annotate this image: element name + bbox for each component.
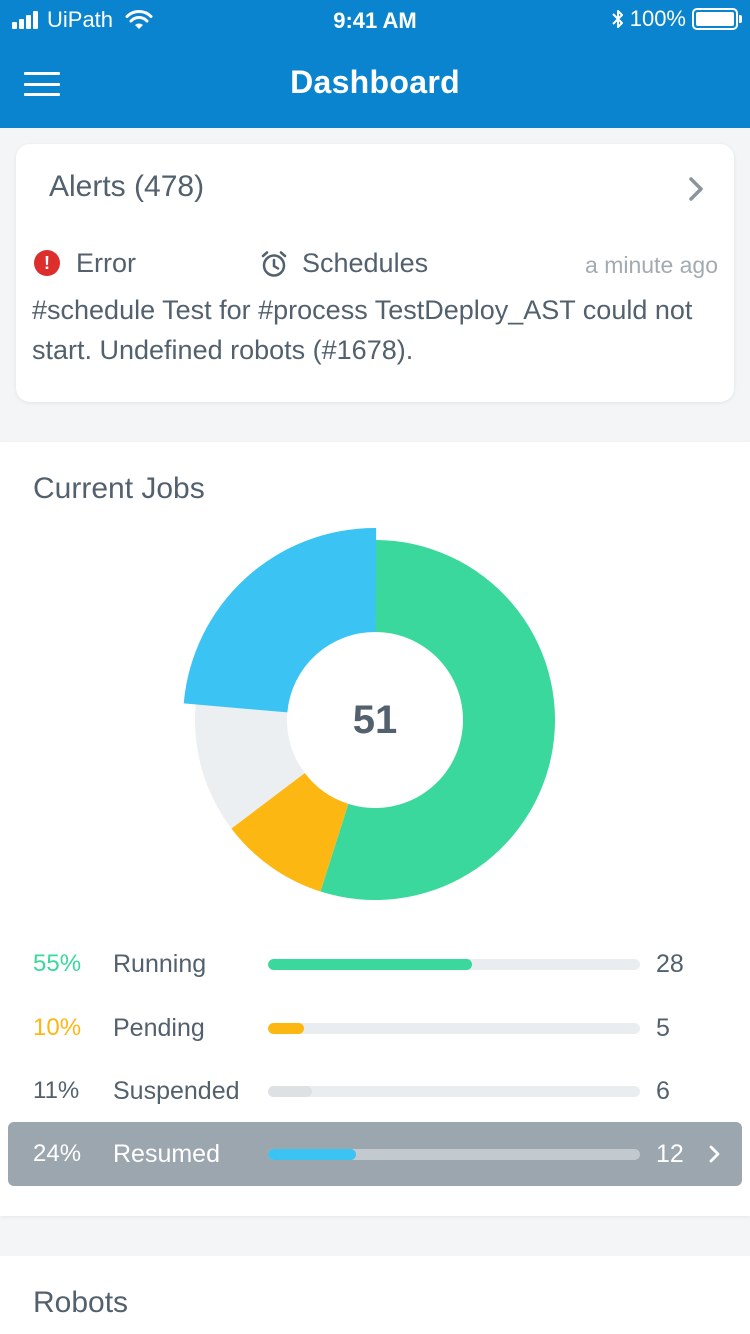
- status-count: 28: [656, 950, 684, 978]
- app-header: UiPath 9:41 AM 100% Dashboard: [0, 0, 750, 128]
- alerts-card[interactable]: Alerts (478) ! Error Schedules a minute …: [16, 144, 734, 402]
- chevron-right-icon[interactable]: [708, 1144, 722, 1164]
- alert-timestamp: a minute ago: [585, 252, 718, 278]
- current-jobs-card: Current Jobs 51 55% Running 28 10% Pendi…: [0, 442, 750, 1216]
- status-count: 12: [656, 1140, 684, 1168]
- status-progress-track: [268, 1086, 640, 1097]
- battery-icon: [692, 8, 742, 30]
- status-bar-left: UiPath: [12, 7, 153, 33]
- status-bar: UiPath 9:41 AM 100%: [0, 0, 750, 40]
- status-row-resumed[interactable]: 24% Resumed 12: [8, 1122, 742, 1186]
- jobs-total: 51: [352, 698, 398, 742]
- status-progress-track: [268, 1149, 640, 1160]
- status-row-running[interactable]: 55% Running 28: [8, 932, 742, 996]
- status-progress-bar: [268, 959, 473, 970]
- status-progress-bar: [268, 1023, 305, 1034]
- alert-message: #schedule Test for #process TestDeploy_A…: [32, 295, 693, 365]
- chevron-right-icon[interactable]: [686, 176, 706, 202]
- donut-slice-resumed[interactable]: [183, 528, 377, 713]
- battery-percent: 100%: [629, 6, 686, 31]
- status-bar-time: 9:41 AM: [333, 8, 417, 33]
- status-progress-bar: [268, 1149, 356, 1160]
- status-bar-right: 100%: [610, 6, 742, 32]
- status-progress-track: [268, 1023, 640, 1034]
- donut-slice-suspended[interactable]: [195, 703, 305, 829]
- donut-slice-pending[interactable]: [231, 773, 349, 892]
- wifi-icon: [125, 10, 153, 29]
- alert-severity: Error: [76, 248, 136, 278]
- status-label: Suspended: [113, 1077, 240, 1105]
- status-progress-track: [268, 959, 640, 970]
- status-count: 6: [656, 1077, 670, 1105]
- status-percent: 10%: [33, 1014, 82, 1041]
- page-title: Dashboard: [290, 64, 460, 100]
- signal-strength-icon: [12, 11, 40, 29]
- alert-meta-row: ! Error Schedules a minute ago: [34, 246, 718, 282]
- jobs-donut-chart: 51: [175, 520, 575, 920]
- donut-svg: [183, 528, 555, 900]
- status-label: Pending: [113, 1014, 205, 1042]
- alert-category: Schedules: [302, 248, 429, 278]
- status-progress-bar: [268, 1086, 312, 1097]
- status-percent: 24%: [33, 1140, 82, 1167]
- alarm-clock-icon: [261, 251, 287, 277]
- robots-title: Robots: [33, 1286, 129, 1319]
- current-jobs-title: Current Jobs: [33, 472, 205, 505]
- carrier-name: UiPath: [47, 7, 114, 32]
- error-icon: !: [34, 250, 60, 276]
- hamburger-menu-icon[interactable]: [24, 72, 60, 96]
- status-row-pending[interactable]: 10% Pending 5: [8, 996, 742, 1060]
- status-label: Running: [113, 950, 207, 978]
- nav-bar: Dashboard: [0, 40, 750, 128]
- donut-slice-running[interactable]: [320, 540, 555, 900]
- status-count: 5: [656, 1014, 670, 1042]
- status-percent: 11%: [33, 1077, 80, 1104]
- bluetooth-icon: [612, 10, 623, 28]
- status-label: Resumed: [113, 1140, 220, 1168]
- robots-card[interactable]: Robots: [0, 1256, 750, 1334]
- status-row-suspended[interactable]: 11% Suspended 6: [8, 1059, 742, 1123]
- alerts-title: Alerts (478): [49, 170, 205, 203]
- status-percent: 55%: [33, 950, 82, 977]
